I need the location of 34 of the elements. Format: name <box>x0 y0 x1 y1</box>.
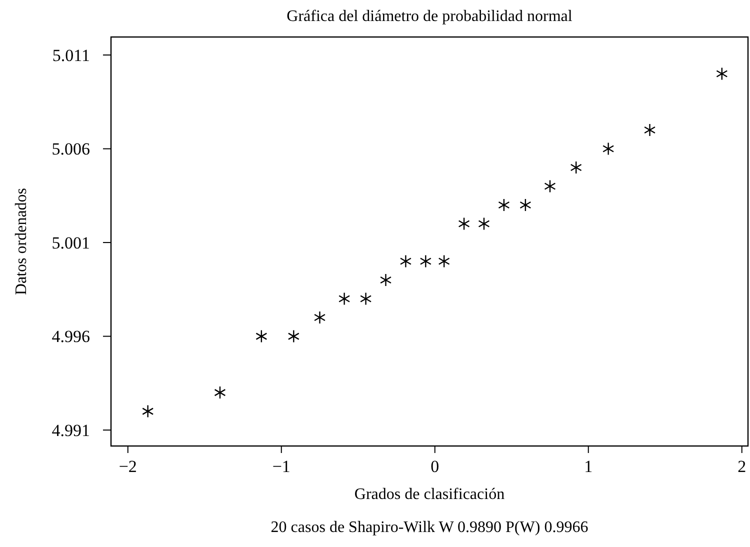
point <box>520 198 532 212</box>
point <box>438 254 450 268</box>
point <box>142 404 154 418</box>
point <box>380 273 392 287</box>
text: 20 casos de Shapiro-Wilk W 0.9890 P(W) 0.9966 <box>270 519 588 536</box>
point <box>498 198 510 212</box>
x-axis-title: Grados de clasificación <box>354 486 505 503</box>
point <box>420 254 432 268</box>
point <box>360 292 372 306</box>
point <box>644 123 656 137</box>
point <box>400 254 412 268</box>
y-axis-title: Datos ordenados <box>13 188 30 296</box>
point <box>338 292 350 306</box>
y-tick-label: 4.996 <box>52 327 90 346</box>
x-tick-label: 0 <box>430 457 440 476</box>
point <box>570 160 582 174</box>
point <box>256 330 268 343</box>
y-tick-label: 5.006 <box>52 140 90 159</box>
point <box>288 330 300 343</box>
y-tick-label: 5.011 <box>52 46 90 65</box>
x-tick-label: −1 <box>272 457 290 476</box>
point <box>602 142 614 156</box>
point <box>716 67 728 80</box>
x-tick-label: 2 <box>738 457 746 476</box>
y-tick-label: 5.001 <box>52 233 90 252</box>
x-tick-label: −2 <box>118 457 137 476</box>
point <box>314 310 326 324</box>
point <box>478 217 490 230</box>
y-tick-label: 4.991 <box>52 421 90 440</box>
point <box>214 386 226 400</box>
x-tick-label: 1 <box>584 457 593 476</box>
chart-title: Gráfica del diámetro de probabilidad normal <box>286 8 573 25</box>
point <box>458 217 470 230</box>
point <box>544 180 556 193</box>
